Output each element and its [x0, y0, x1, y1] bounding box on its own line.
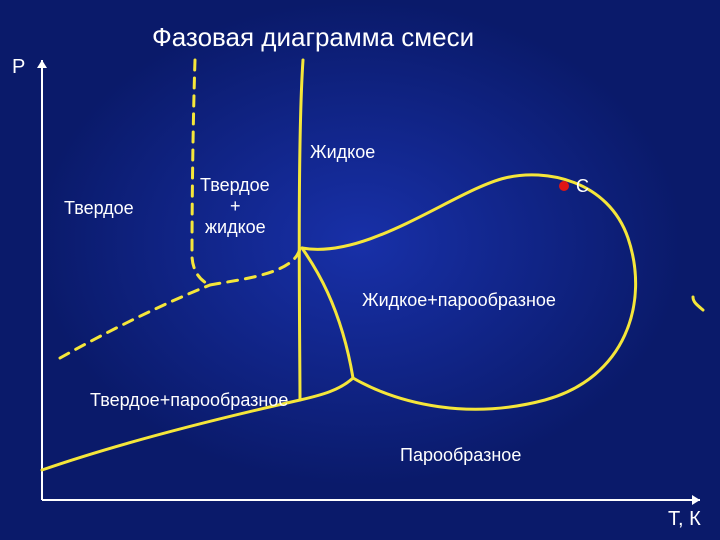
region-label-solid_liquid3: жидкое — [205, 217, 266, 238]
y-axis-label: Р — [12, 56, 25, 79]
phase-diagram-canvas: Фазовая диаграмма смеси Р Т, К Жидкое Тве… — [0, 0, 720, 540]
critical-point-dot — [559, 181, 569, 191]
page-title: Фазовая диаграмма смеси — [152, 22, 474, 53]
axes — [37, 60, 700, 505]
region-label-solid_liquid1: Твердое — [200, 175, 270, 196]
critical-point-label: С — [576, 176, 589, 197]
region-label-solid_vapor: Твердое+парообразное — [90, 390, 288, 411]
region-label-liquid: Жидкое — [310, 142, 375, 163]
region-label-liq_vapor: Жидкое+парообразное — [362, 290, 556, 311]
region-label-vapor: Парообразное — [400, 445, 521, 466]
region-label-solid_liquid2: + — [230, 196, 241, 217]
x-axis-label: Т, К — [668, 508, 701, 531]
diagram-svg — [0, 0, 720, 540]
region-label-solid: Твердое — [64, 198, 134, 219]
